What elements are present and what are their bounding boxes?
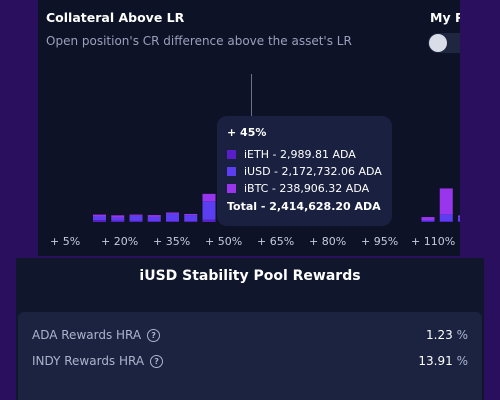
toggle-switch[interactable] <box>428 33 460 53</box>
bar-iusd-6[interactable] <box>202 201 216 220</box>
tooltip-row-label: iUSD - 2,172,732.06 ADA <box>244 165 382 178</box>
bar-ibtc-0[interactable] <box>93 214 106 217</box>
bar-iusd-5[interactable] <box>184 215 198 221</box>
collateral-bar-chart[interactable]: + 5% + 20% + 35% + 50% + 65% + 80% + 95% + 110% <box>38 0 460 256</box>
x-tick-label: + 95% <box>361 235 398 248</box>
bar-ieth-3[interactable] <box>147 221 161 222</box>
bar-ibtc-1[interactable] <box>111 215 125 218</box>
my-positions-title: My P <box>430 10 460 25</box>
iusd-swatch-icon <box>227 167 236 176</box>
ibtc-swatch-icon <box>227 184 236 193</box>
help-icon[interactable]: ? <box>147 328 161 342</box>
chart-tooltip: + 45% iETH - 2,989.81 ADA iUSD - 2,172,7… <box>217 116 392 226</box>
tooltip-row-label: iBTC - 238,906.32 ADA <box>244 182 370 195</box>
reward-row-indy: INDY Rewards HRA ? 13.91 % <box>32 352 468 372</box>
bar-iusd-3[interactable] <box>147 216 161 221</box>
reward-value: 13.91 % <box>418 354 468 368</box>
bar-ieth-1[interactable] <box>111 220 125 222</box>
bar-ieth-19[interactable] <box>439 221 453 222</box>
ieth-swatch-icon <box>227 150 236 159</box>
reward-label: ADA Rewards HRA <box>32 328 142 342</box>
bar-ibtc-3[interactable] <box>147 215 161 217</box>
bar-ibtc-2[interactable] <box>129 214 143 216</box>
bar-iusd-20[interactable] <box>458 217 460 221</box>
collateral-above-lr-card: Collateral Above LR Open position's CR d… <box>38 0 460 256</box>
stability-pool-rewards-card: iUSD Stability Pool Rewards ADA Rewards … <box>16 258 484 400</box>
bar-ieth-20[interactable] <box>458 221 460 222</box>
toggle-knob[interactable] <box>429 34 447 52</box>
tooltip-row-iusd: iUSD - 2,172,732.06 ADA <box>227 165 382 178</box>
bar-ieth-6[interactable] <box>202 219 216 222</box>
bar-iusd-1[interactable] <box>111 217 125 221</box>
tooltip-total: Total - 2,414,628.20 ADA <box>227 200 381 213</box>
x-tick-label: + 35% <box>153 235 190 248</box>
bar-iusd-2[interactable] <box>129 215 143 221</box>
bar-ieth-0[interactable] <box>93 220 106 222</box>
bar-ibtc-20[interactable] <box>458 215 460 218</box>
tooltip-title: + 45% <box>227 126 267 139</box>
bar-iusd-0[interactable] <box>93 216 106 221</box>
x-tick-label: + 20% <box>101 235 138 248</box>
x-tick-label: + 110% <box>411 235 455 248</box>
bar-ieth-4[interactable] <box>166 221 179 222</box>
bar-ibtc-4[interactable] <box>166 212 179 214</box>
tooltip-row-label: iETH - 2,989.81 ADA <box>244 148 356 161</box>
x-tick-label: + 65% <box>257 235 294 248</box>
tooltip-row-ieth: iETH - 2,989.81 ADA <box>227 148 356 161</box>
rewards-panel: ADA Rewards HRA ? 1.23 % INDY Rewards HR… <box>18 312 482 400</box>
x-tick-label: + 5% <box>50 235 80 248</box>
bar-ibtc-18[interactable] <box>421 217 435 220</box>
tooltip-row-ibtc: iBTC - 238,906.32 ADA <box>227 182 369 195</box>
bar-ieth-18[interactable] <box>421 221 435 222</box>
x-tick-label: + 50% <box>205 235 242 248</box>
help-icon[interactable]: ? <box>150 354 164 368</box>
x-tick-label: + 80% <box>309 235 346 248</box>
pool-title: iUSD Stability Pool Rewards <box>139 268 361 284</box>
bar-iusd-19[interactable] <box>439 214 453 221</box>
bar-ieth-2[interactable] <box>129 220 143 222</box>
card-subtitle: Open position's CR difference above the … <box>46 34 352 48</box>
reward-label: INDY Rewards HRA <box>32 354 145 368</box>
reward-unit: % <box>456 354 468 368</box>
reward-label-wrap: ADA Rewards HRA ? <box>32 328 161 342</box>
bar-iusd-4[interactable] <box>166 213 179 221</box>
bar-ibtc-5[interactable] <box>184 213 198 216</box>
reward-value: 1.23 % <box>426 328 468 342</box>
bar-ibtc-19[interactable] <box>439 188 453 215</box>
bar-iusd-18[interactable] <box>421 220 435 221</box>
reward-row-ada: ADA Rewards HRA ? 1.23 % <box>32 326 468 346</box>
reward-number: 13.91 <box>418 354 453 368</box>
reward-unit: % <box>456 328 468 342</box>
card-title: Collateral Above LR <box>46 10 185 25</box>
bar-ibtc-6[interactable] <box>202 193 216 202</box>
reward-number: 1.23 <box>426 328 453 342</box>
bar-ieth-5[interactable] <box>184 221 198 222</box>
reward-label-wrap: INDY Rewards HRA ? <box>32 354 164 368</box>
